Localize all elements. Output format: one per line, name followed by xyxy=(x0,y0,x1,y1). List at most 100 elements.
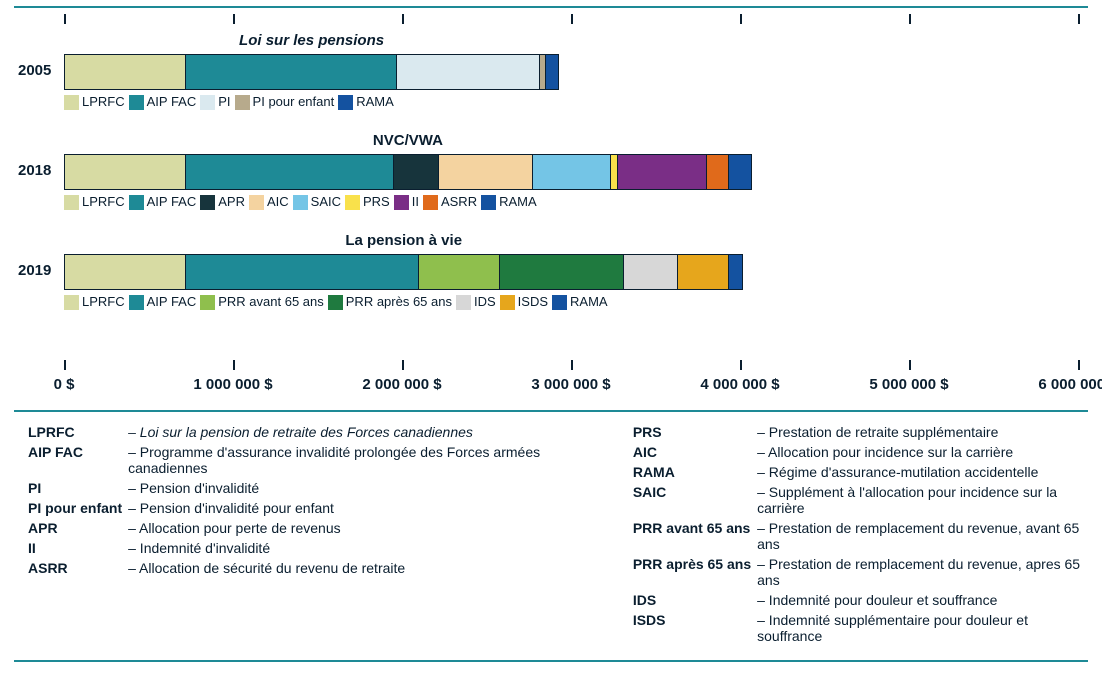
glossary-key: PI xyxy=(28,480,122,496)
legend-swatch xyxy=(328,295,343,310)
stacked-bar-2019 xyxy=(64,254,743,290)
legend-label: PRR après 65 ans xyxy=(346,294,452,309)
legend-label: II xyxy=(412,194,419,209)
legend-swatch xyxy=(338,95,353,110)
bar-segment-LPRFC xyxy=(65,55,186,89)
axis-tick xyxy=(402,360,404,370)
legend-label: PI xyxy=(218,94,230,109)
bar-segment-AIP-FAC xyxy=(186,255,419,289)
glossary-desc: – Indemnité supplémentaire pour douleur … xyxy=(757,612,1084,644)
glossary-desc: – Supplément à l'allocation pour inciden… xyxy=(757,484,1084,516)
legend-item: LPRFC xyxy=(64,94,125,110)
glossary-desc: – Régime d'assurance-mutilation accident… xyxy=(757,464,1084,480)
x-axis-label: 1 000 000 $ xyxy=(193,376,272,393)
glossary-key: RAMA xyxy=(633,464,751,480)
legend-swatch xyxy=(456,295,471,310)
legend-label: PI pour enfant xyxy=(253,94,335,109)
axis-tick xyxy=(402,14,404,24)
legend-item: SAIC xyxy=(293,194,341,210)
glossary-desc: – Pension d'invalidité xyxy=(128,480,593,496)
bar-segment-IDS xyxy=(624,255,678,289)
year-label-2005: 2005 xyxy=(18,62,51,79)
chart-area: 0 $1 000 000 $2 000 000 $3 000 000 $4 00… xyxy=(14,14,1088,404)
bar-segment-LPRFC xyxy=(65,255,186,289)
legend-item: II xyxy=(394,194,419,210)
legend-item: LPRFC xyxy=(64,294,125,310)
legend-item: LPRFC xyxy=(64,194,125,210)
year-label-2018: 2018 xyxy=(18,162,51,179)
legend-item: PRR avant 65 ans xyxy=(200,294,324,310)
legend-swatch xyxy=(129,95,144,110)
legend-item: IDS xyxy=(456,294,496,310)
legend-swatch xyxy=(481,195,496,210)
legend-swatch xyxy=(64,295,79,310)
glossary-desc: – Programme d'assurance invalidité prolo… xyxy=(128,444,593,476)
stacked-bar-2005 xyxy=(64,54,559,90)
legend-swatch xyxy=(345,195,360,210)
legend-item: ASRR xyxy=(423,194,477,210)
year-label-2019: 2019 xyxy=(18,262,51,279)
bar-segment-PRR-avant-65-ans xyxy=(419,255,500,289)
x-axis-labels: 0 $1 000 000 $2 000 000 $3 000 000 $4 00… xyxy=(64,376,1078,398)
bar-segment-PRS xyxy=(611,155,618,189)
bar-segment-II xyxy=(618,155,707,189)
legend-label: AIP FAC xyxy=(147,94,197,109)
bar-segment-PRR-après-65-ans xyxy=(500,255,625,289)
x-axis-label: 3 000 000 $ xyxy=(531,376,610,393)
legend-label: AIP FAC xyxy=(147,194,197,209)
glossary-key: AIC xyxy=(633,444,751,460)
legend-swatch xyxy=(249,195,264,210)
legend-label: ASRR xyxy=(441,194,477,209)
legend-label: ISDS xyxy=(518,294,548,309)
glossary-key: PI pour enfant xyxy=(28,500,122,516)
x-axis-label: 2 000 000 $ xyxy=(362,376,441,393)
glossary-key: APR xyxy=(28,520,122,536)
legend-swatch xyxy=(200,195,215,210)
legend-item: PRR après 65 ans xyxy=(328,294,452,310)
x-axis-label: 4 000 000 $ xyxy=(700,376,779,393)
glossary-col-left: LPRFC– Loi sur la pension de retraite de… xyxy=(28,424,593,644)
glossary-desc: – Allocation de sécurité du revenu de re… xyxy=(128,560,593,576)
bar-segment-RAMA xyxy=(729,255,742,289)
axis-tick xyxy=(571,360,573,370)
ticks-bottom xyxy=(64,360,1078,370)
legend-item: PI xyxy=(200,94,230,110)
bar-segment-ASRR xyxy=(707,155,729,189)
legend-swatch xyxy=(552,295,567,310)
legend-pensions-act: LPRFC AIP FAC PI PI pour enfantRAMA xyxy=(64,94,394,110)
glossary-desc: – Prestation de retraite supplémentaire xyxy=(757,424,1084,440)
glossary-desc: – Indemnité d'invalidité xyxy=(128,540,593,556)
bar-segment-APR xyxy=(394,155,440,189)
legend-label: PRS xyxy=(363,194,390,209)
legend-label: RAMA xyxy=(570,294,608,309)
bar-segment-PI xyxy=(397,55,540,89)
legend-item: RAMA xyxy=(338,94,394,110)
axis-tick xyxy=(233,14,235,24)
glossary-key: PRS xyxy=(633,424,751,440)
glossary-key: ISDS xyxy=(633,612,751,644)
legend-swatch xyxy=(235,95,250,110)
legend-swatch xyxy=(293,195,308,210)
legend-item: PRS xyxy=(345,194,390,210)
legend-swatch xyxy=(200,295,215,310)
x-axis-label: 5 000 000 $ xyxy=(869,376,948,393)
glossary-key: II xyxy=(28,540,122,556)
glossary-col-right: PRS – Prestation de retraite supplémentai… xyxy=(633,424,1084,644)
legend-item: RAMA xyxy=(481,194,537,210)
legend-label: IDS xyxy=(474,294,496,309)
glossary-key: PRR après 65 ans xyxy=(633,556,751,588)
legend-item: AIP FAC xyxy=(129,94,197,110)
x-axis-label: 6 000 000 $ xyxy=(1038,376,1102,393)
glossary-key: SAIC xyxy=(633,484,751,516)
legend-label: AIP FAC xyxy=(147,294,197,309)
legend-label: APR xyxy=(218,194,245,209)
axis-tick xyxy=(740,14,742,24)
bar-segment-AIP-FAC xyxy=(186,155,393,189)
legend-label: LPRFC xyxy=(82,294,125,309)
section-title-pension-for-life: La pension à vie xyxy=(345,232,462,249)
axis-tick xyxy=(1078,14,1080,24)
legend-item: AIP FAC xyxy=(129,294,197,310)
axis-tick xyxy=(740,360,742,370)
legend-item: RAMA xyxy=(552,294,608,310)
glossary-key: ASRR xyxy=(28,560,122,576)
